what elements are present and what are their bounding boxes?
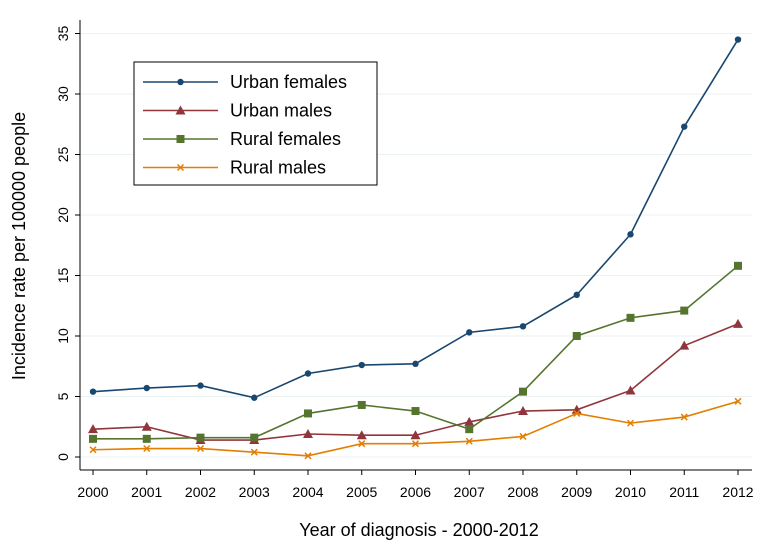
y-tick-label: 10 (55, 328, 71, 344)
y-tick-label: 25 (55, 147, 71, 163)
x-tick-label: 2001 (131, 484, 162, 500)
x-tick-label: 2009 (561, 484, 592, 500)
data-point-rural-females (89, 434, 97, 443)
data-point-rural-males (626, 419, 635, 427)
x-tick-label: 2002 (185, 484, 216, 500)
x-tick-label: 2006 (400, 484, 431, 500)
x-tick-label: 2005 (346, 484, 377, 500)
data-point-urban-females (519, 323, 527, 330)
data-point-rural-males (465, 437, 473, 445)
data-point-rural-females (680, 306, 689, 315)
x-tick-label: 2010 (615, 484, 646, 500)
legend-marker (177, 78, 184, 86)
legend-marker (175, 105, 186, 115)
series (88, 36, 743, 460)
data-point-rural-males (143, 444, 151, 453)
legend-marker (176, 135, 185, 143)
data-point-urban-females (412, 360, 419, 368)
data-point-urban-females (681, 123, 688, 130)
x-axis-title: Year of diagnosis - 2000-2012 (299, 520, 539, 540)
x-tick-label: 2012 (722, 484, 753, 500)
data-point-rural-females (626, 313, 635, 322)
y-tick-label: 0 (55, 453, 71, 461)
data-point-rural-females (304, 409, 312, 418)
data-point-urban-females (358, 361, 365, 369)
data-point-rural-males (89, 446, 97, 454)
data-point-urban-males (356, 430, 367, 440)
y-tick-label: 20 (55, 207, 71, 223)
data-point-rural-males (304, 452, 312, 460)
legend-label: Urban females (230, 72, 347, 92)
data-point-urban-males (141, 421, 152, 431)
data-point-urban-males (410, 430, 421, 440)
series-rural-males (89, 397, 742, 460)
y-axis-title: Incidence rate per 100000 people (9, 112, 29, 380)
data-point-rural-females (519, 387, 527, 396)
data-point-urban-females (304, 370, 312, 377)
data-point-urban-females (251, 394, 258, 401)
data-point-rural-males (411, 440, 420, 448)
y-tick-label: 35 (55, 26, 71, 42)
data-point-rural-females (411, 407, 420, 416)
x-tick-label: 2004 (292, 484, 323, 500)
data-point-urban-males (518, 406, 528, 416)
data-point-rural-females (572, 332, 581, 340)
ticks: 0 5 10 15 20 25 30 35 2000 2001 2002 2003 2004 2005 20… (55, 26, 754, 500)
data-point-rural-males (250, 448, 258, 456)
data-point-urban-males (464, 416, 475, 426)
data-point-urban-males (679, 340, 690, 350)
data-point-urban-females (197, 382, 204, 389)
data-point-rural-females (734, 261, 742, 270)
data-point-rural-females (196, 433, 205, 442)
legend-item-rural-males: Rural males (143, 158, 326, 178)
data-point-rural-males (358, 440, 366, 448)
data-point-urban-females (143, 384, 150, 392)
legend-label: Rural males (230, 158, 326, 178)
data-point-urban-females (466, 329, 473, 336)
data-point-rural-females (465, 425, 474, 434)
legend-label: Rural females (230, 129, 341, 149)
y-tick-label: 15 (55, 268, 71, 284)
legend-item-urban-males: Urban males (143, 101, 332, 121)
data-point-rural-females (250, 433, 259, 442)
legend-marker (176, 163, 185, 172)
x-tick-label: 2008 (507, 484, 538, 500)
data-point-rural-males (519, 432, 527, 440)
data-point-rural-males (196, 444, 205, 453)
data-point-urban-females (573, 291, 580, 299)
data-point-rural-males (680, 413, 688, 421)
data-point-rural-males (573, 409, 581, 417)
x-tick-label: 2011 (669, 484, 699, 500)
data-point-rural-males (734, 397, 742, 405)
x-tick-label: 2000 (77, 484, 108, 500)
x-tick-label: 2003 (239, 484, 270, 500)
legend-item-urban-females: Urban females (143, 72, 347, 92)
data-point-urban-males (733, 318, 743, 328)
data-point-urban-males (303, 429, 313, 439)
y-tick-label: 5 (55, 392, 71, 400)
data-point-urban-females (89, 388, 97, 395)
legend-label: Urban males (230, 101, 332, 121)
y-tick-label: 30 (55, 86, 71, 102)
data-point-urban-females (734, 36, 742, 43)
x-tick-label: 2007 (454, 484, 485, 500)
series-rural-females (89, 261, 742, 443)
data-point-rural-females (357, 400, 366, 409)
legend: Urban females Urban males Rural females Rur… (133, 61, 378, 186)
data-point-urban-males (88, 424, 98, 434)
series-urban-females (89, 36, 742, 401)
legend-item-rural-females: Rural females (143, 129, 341, 149)
data-point-urban-females (627, 231, 634, 238)
data-point-rural-females (142, 434, 151, 443)
data-point-urban-males (625, 385, 636, 395)
